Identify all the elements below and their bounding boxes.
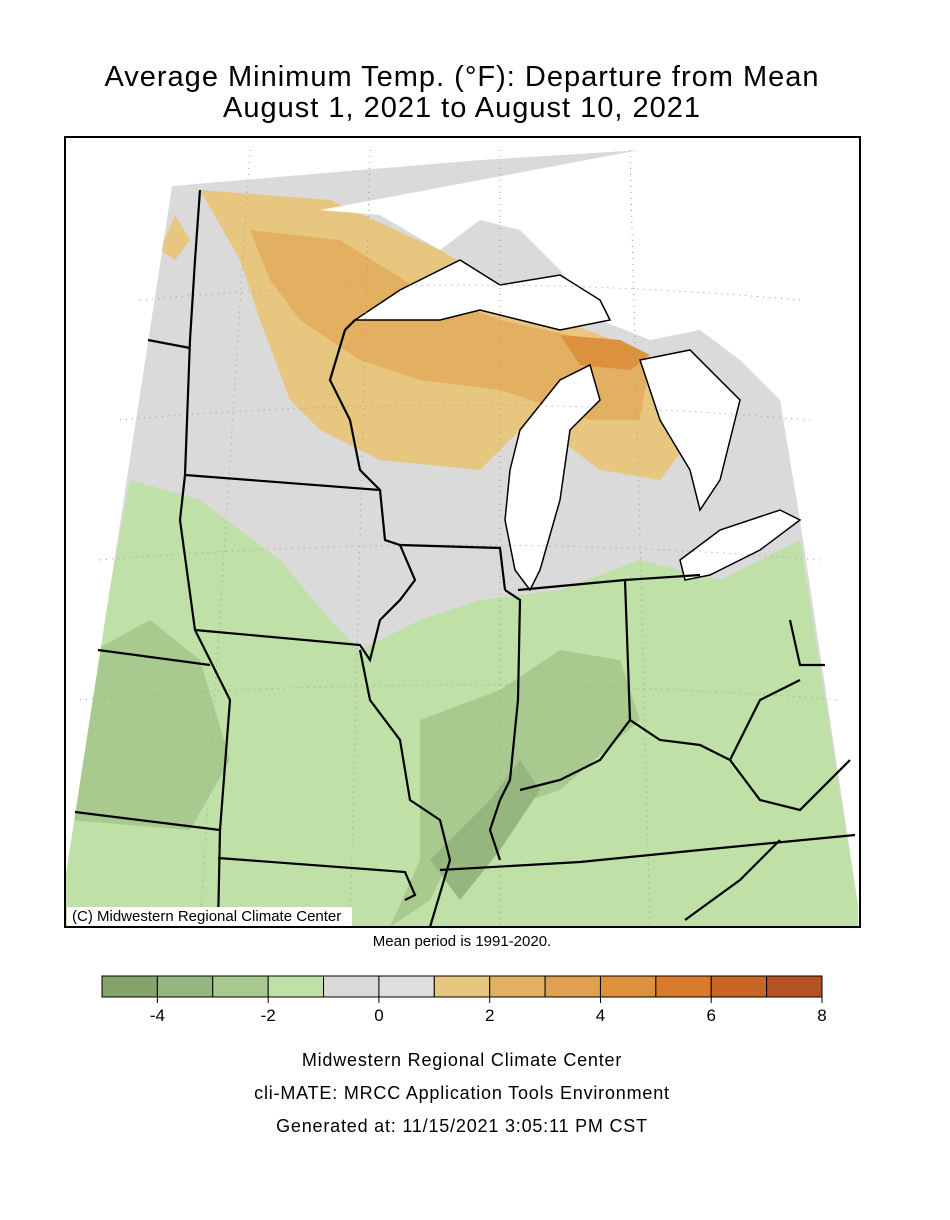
colorbar-bin — [156, 975, 214, 998]
colorbar-tick-label: 8 — [817, 1006, 826, 1025]
outside — [65, 137, 172, 880]
subtitle: August 1, 2021 to August 10, 2021 — [223, 92, 701, 124]
colorbar-bin — [489, 975, 546, 998]
lake-michigan — [504, 363, 601, 592]
outside — [800, 520, 860, 905]
colorbar-tick-label: -4 — [150, 1006, 165, 1025]
colorbar-bin — [267, 975, 325, 998]
credit-box — [67, 907, 352, 926]
colorbar-tick-label: 4 — [596, 1006, 605, 1025]
orange-region — [560, 335, 650, 370]
credit: (C) Midwestern Regional Climate Center — [72, 908, 341, 925]
footer-line: Generated at: 11/15/2021 3:05:11 PM CST — [276, 1116, 648, 1136]
footer-line: Midwestern Regional Climate Center — [302, 1050, 622, 1070]
note: Mean period is 1991-2020. — [373, 933, 551, 950]
canada — [320, 140, 860, 540]
map: (C) Midwestern Regional Climate Center M… — [64, 136, 861, 950]
colorbar-bin — [710, 975, 768, 998]
orange-region — [160, 215, 190, 260]
footer-line: cli-MATE: MRCC Application Tools Environ… — [254, 1083, 670, 1103]
state-borders — [74, 189, 856, 927]
lake-huron — [639, 349, 741, 512]
lake-superior — [352, 259, 612, 331]
colorbar-bin — [433, 975, 491, 998]
orange-region — [250, 230, 650, 420]
colorbar-bin — [212, 975, 269, 998]
colorbar-tick-label: 6 — [706, 1006, 715, 1025]
colorbar-bin — [766, 975, 823, 998]
colorbar: -4 -2 0 2 4 6 8 — [101, 975, 827, 1025]
title: Average Minimum Temp. (°F): Departure fr… — [104, 61, 819, 93]
green-region — [430, 760, 540, 900]
colorbar-bin — [544, 975, 601, 998]
map-frame — [64, 136, 861, 928]
colorbar-tick-label: 0 — [374, 1006, 383, 1025]
colorbar-bin — [323, 975, 380, 998]
colorbar-bin — [655, 975, 712, 998]
green-region — [65, 480, 858, 927]
graticule — [79, 149, 841, 927]
colorbar-bin — [378, 975, 435, 998]
colorbar-bin — [101, 975, 158, 998]
colorbar-tick-label: -2 — [261, 1006, 276, 1025]
colorbar-bin — [599, 975, 657, 998]
colorbar-tick-label: 2 — [485, 1006, 494, 1025]
green-region — [70, 620, 230, 830]
lake-erie — [679, 509, 802, 581]
